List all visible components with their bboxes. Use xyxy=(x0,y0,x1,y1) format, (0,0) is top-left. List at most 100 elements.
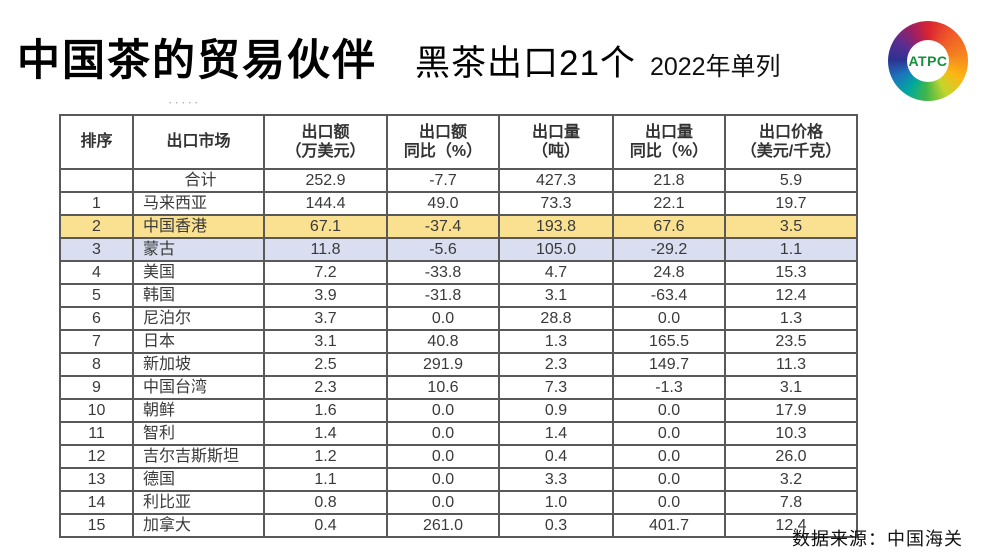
cell-rank: 2 xyxy=(59,214,134,239)
cell-price: 26.0 xyxy=(724,444,858,469)
cell-rank: 11 xyxy=(59,421,134,446)
cell-value-yoy: 0.0 xyxy=(386,421,500,446)
cell-volume: 3.1 xyxy=(498,283,614,308)
table-row: 13 德国 1.1 0.0 3.3 0.0 3.2 xyxy=(59,467,858,492)
cell-rank: 15 xyxy=(59,513,134,538)
cell-value: 2.5 xyxy=(263,352,388,377)
cell-rank: 8 xyxy=(59,352,134,377)
table-header: 排序 出口市场 出口额 （万美元） 出口额 同比（%） 出口量 （吨） 出口量 … xyxy=(59,114,858,170)
cell-rank: 6 xyxy=(59,306,134,331)
cell-volume-yoy: 165.5 xyxy=(612,329,726,354)
cell-market: 新加坡 xyxy=(132,352,265,377)
cell-market: 中国香港 xyxy=(132,214,265,239)
data-source: 数据来源：中国海关 xyxy=(792,529,963,549)
cell-price: 3.5 xyxy=(724,214,858,239)
cell-price: 12.4 xyxy=(724,513,858,538)
table-row: 11 智利 1.4 0.0 1.4 0.0 10.3 xyxy=(59,421,858,446)
cell-price: 5.9 xyxy=(724,168,858,193)
cell-volume: 73.3 xyxy=(498,191,614,216)
cell-market: 德国 xyxy=(132,467,265,492)
table-body: 合计 252.9 -7.7 427.3 21.8 5.9 1 马来西亚 144.… xyxy=(59,168,858,538)
cell-rank: 9 xyxy=(59,375,134,400)
cell-market: 朝鲜 xyxy=(132,398,265,423)
cell-volume: 193.8 xyxy=(498,214,614,239)
export-table: 排序 出口市场 出口额 （万美元） 出口额 同比（%） 出口量 （吨） 出口量 … xyxy=(59,114,858,538)
table-row: 3 蒙古 11.8 -5.6 105.0 -29.2 1.1 xyxy=(59,237,858,262)
table-row: 5 韩国 3.9 -31.8 3.1 -63.4 12.4 xyxy=(59,283,858,308)
cell-market: 加拿大 xyxy=(132,513,265,538)
cell-value: 252.9 xyxy=(263,168,388,193)
col-header-value-yoy: 出口额 同比（%） xyxy=(386,114,500,170)
cell-price: 19.7 xyxy=(724,191,858,216)
cell-rank: 5 xyxy=(59,283,134,308)
table-row: 10 朝鲜 1.6 0.0 0.9 0.0 17.9 xyxy=(59,398,858,423)
cell-value-yoy: 291.9 xyxy=(386,352,500,377)
cell-volume-yoy: 0.0 xyxy=(612,306,726,331)
cell-value: 144.4 xyxy=(263,191,388,216)
cell-value: 3.1 xyxy=(263,329,388,354)
table-row: 6 尼泊尔 3.7 0.0 28.8 0.0 1.3 xyxy=(59,306,858,331)
cell-value: 0.4 xyxy=(263,513,388,538)
cell-rank: 13 xyxy=(59,467,134,492)
cell-volume: 0.3 xyxy=(498,513,614,538)
cell-price: 23.5 xyxy=(724,329,858,354)
cell-volume-yoy: -63.4 xyxy=(612,283,726,308)
cell-value: 1.2 xyxy=(263,444,388,469)
cell-volume: 2.3 xyxy=(498,352,614,377)
table-row: 2 中国香港 67.1 -37.4 193.8 67.6 3.5 xyxy=(59,214,858,239)
cell-value-yoy: 0.0 xyxy=(386,306,500,331)
cell-volume-yoy: -1.3 xyxy=(612,375,726,400)
cell-value-yoy: 0.0 xyxy=(386,444,500,469)
cell-rank: 3 xyxy=(59,237,134,262)
rainbow-swirl-icon xyxy=(888,21,968,101)
cell-value-yoy: -5.6 xyxy=(386,237,500,262)
table-row: 15 加拿大 0.4 261.0 0.3 401.7 12.4 xyxy=(59,513,858,538)
atpc-logo: ATPC xyxy=(888,21,968,101)
col-header-market: 出口市场 xyxy=(132,114,265,170)
cell-volume-yoy: 24.8 xyxy=(612,260,726,285)
cell-value: 67.1 xyxy=(263,214,388,239)
col-header-value: 出口额 （万美元） xyxy=(263,114,388,170)
cell-price: 17.9 xyxy=(724,398,858,423)
cell-price: 15.3 xyxy=(724,260,858,285)
cell-market: 美国 xyxy=(132,260,265,285)
cell-value-yoy: 0.0 xyxy=(386,490,500,515)
cell-market: 中国台湾 xyxy=(132,375,265,400)
cell-rank: 4 xyxy=(59,260,134,285)
table-row: 合计 252.9 -7.7 427.3 21.8 5.9 xyxy=(59,168,858,193)
cell-value: 1.4 xyxy=(263,421,388,446)
cell-value-yoy: -7.7 xyxy=(386,168,500,193)
cell-rank: 1 xyxy=(59,191,134,216)
cell-rank xyxy=(59,168,134,193)
cell-volume: 4.7 xyxy=(498,260,614,285)
page-title: 中国茶的贸易伙伴 xyxy=(17,37,377,85)
cell-volume: 7.3 xyxy=(498,375,614,400)
cell-volume-yoy: 0.0 xyxy=(612,421,726,446)
cell-volume-yoy: 0.0 xyxy=(612,467,726,492)
cell-value-yoy: 10.6 xyxy=(386,375,500,400)
cell-market: 合计 xyxy=(132,168,265,193)
cell-price: 3.2 xyxy=(724,467,858,492)
col-header-volume-yoy: 出口量 同比（%） xyxy=(612,114,726,170)
cell-volume-yoy: 149.7 xyxy=(612,352,726,377)
cell-market: 尼泊尔 xyxy=(132,306,265,331)
cell-volume: 28.8 xyxy=(498,306,614,331)
cell-volume-yoy: 22.1 xyxy=(612,191,726,216)
table-row: 1 马来西亚 144.4 49.0 73.3 22.1 19.7 xyxy=(59,191,858,216)
cell-value: 1.1 xyxy=(263,467,388,492)
cell-value-yoy: 40.8 xyxy=(386,329,500,354)
cell-rank: 7 xyxy=(59,329,134,354)
cell-value-yoy: 261.0 xyxy=(386,513,500,538)
cell-market: 智利 xyxy=(132,421,265,446)
cell-volume-yoy: 0.0 xyxy=(612,444,726,469)
cell-volume-yoy: 0.0 xyxy=(612,398,726,423)
cell-market: 韩国 xyxy=(132,283,265,308)
cell-price: 1.3 xyxy=(724,306,858,331)
col-header-price: 出口价格 （美元/千克） xyxy=(724,114,858,170)
cell-price: 3.1 xyxy=(724,375,858,400)
cell-value: 2.3 xyxy=(263,375,388,400)
cell-value-yoy: 0.0 xyxy=(386,467,500,492)
cell-price: 10.3 xyxy=(724,421,858,446)
page-subtitle: 黑茶出口21个 xyxy=(415,44,636,83)
